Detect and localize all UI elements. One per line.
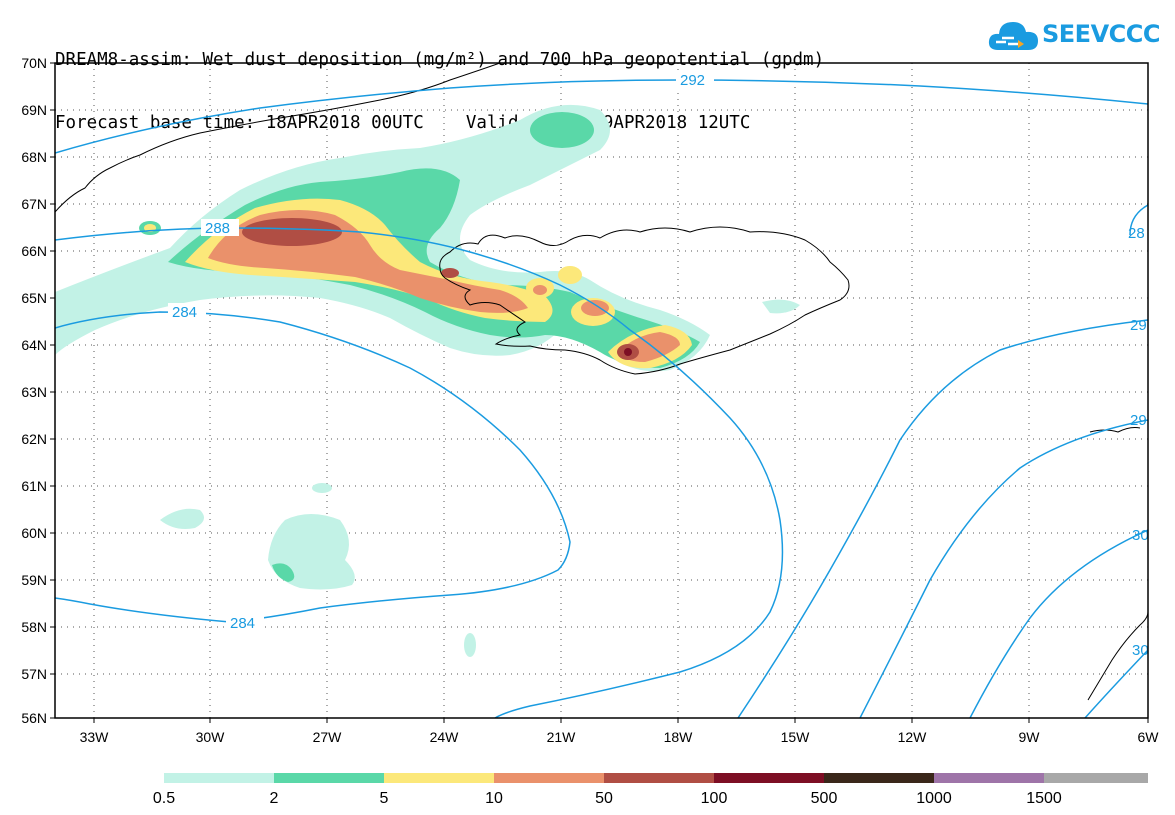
lat-label-64n: 64N [21, 337, 47, 353]
contour-labels: 292 288 284 284 28 29 29 30 30 [168, 71, 1149, 659]
contour-288 [55, 227, 784, 718]
dust-area-green-4 [272, 563, 295, 582]
contour-288-east [1129, 204, 1148, 236]
legend-label-50: 50 [595, 790, 613, 807]
lat-label-59n: 59N [21, 572, 47, 588]
lat-label-62n: 62N [21, 431, 47, 447]
contour-label-292: 292 [680, 72, 705, 89]
lat-label-61n: 61N [21, 478, 47, 494]
dust-area-lightest-3 [160, 508, 204, 529]
legend-label-5: 5 [380, 790, 389, 807]
lon-label-24w: 24W [430, 729, 460, 745]
contour-292-east [737, 319, 1148, 718]
dust-area-red-3 [441, 268, 459, 278]
lon-label-21w: 21W [547, 729, 577, 745]
lon-label-33w: 33W [80, 729, 110, 745]
legend-swatch-3 [384, 773, 494, 783]
coastlines [55, 63, 1148, 701]
contour-292 [55, 79, 1148, 154]
legend-label-10: 10 [485, 790, 503, 807]
legend-swatch-2 [274, 773, 384, 783]
legend-label-1500: 1500 [1026, 790, 1062, 807]
chart-title: DREAM8-assim: Wet dust deposition (mg/m²… [55, 8, 824, 155]
dust-area-yellow-6 [558, 266, 582, 284]
legend-swatch-5 [604, 773, 714, 783]
cloud-icon [988, 22, 1038, 50]
legend-swatch-8 [934, 773, 1044, 783]
contour-label-288: 288 [205, 220, 230, 237]
dust-area-orange-3 [581, 300, 609, 316]
contour-label-300-east: 30 [1132, 527, 1149, 544]
contour-296-east [859, 419, 1148, 718]
dust-area-red [242, 218, 342, 246]
legend-label-100: 100 [701, 790, 728, 807]
contour-304-east [1084, 649, 1148, 718]
contour-label-288-east: 28 [1128, 225, 1145, 242]
dust-area-darkred [624, 348, 632, 356]
contour-300-east [969, 529, 1148, 718]
lon-label-30w: 30W [196, 729, 226, 745]
dust-area-green-2 [530, 112, 594, 148]
dust-area-lightest-6 [464, 633, 476, 657]
contour-label-292-east: 29 [1130, 317, 1147, 334]
logo-text: SEEVCCC [1042, 20, 1161, 48]
legend-label-500: 500 [811, 790, 838, 807]
legend-swatch-1 [164, 773, 274, 783]
greenland-coast [55, 63, 501, 213]
lon-label-6w: 6W [1138, 729, 1160, 745]
lat-label-56n: 56N [21, 710, 47, 726]
dust-area-orange-4 [533, 285, 547, 295]
lon-label-9w: 9W [1019, 729, 1041, 745]
lat-label-60n: 60N [21, 525, 47, 541]
lon-label-18w: 18W [664, 729, 694, 745]
lat-label-70n: 70N [21, 55, 47, 71]
dust-area-lightest-5 [312, 483, 332, 493]
faroe-coast [1089, 427, 1141, 433]
lat-label-63n: 63N [21, 384, 47, 400]
scotland-coast [1087, 611, 1148, 701]
dust-area-lightest-4 [762, 299, 800, 314]
grid-lines [55, 63, 1148, 718]
axis-ticks [50, 62, 1149, 723]
contour-label-304-east: 30 [1132, 642, 1149, 659]
legend-swatch-4 [494, 773, 604, 783]
seevccc-logo: SEEVCCC [988, 14, 1161, 58]
map-frame [54, 62, 1149, 719]
lat-label-66n: 66N [21, 243, 47, 259]
legend-label-2: 2 [270, 790, 279, 807]
geopotential-contours [55, 79, 1148, 718]
iceland-coast [439, 226, 850, 375]
lat-label-57n: 57N [21, 666, 47, 682]
legend-swatch-7 [824, 773, 934, 783]
legend-swatch-6 [714, 773, 824, 783]
legend-swatch-9 [1044, 773, 1148, 783]
legend-label-0-5: 0.5 [153, 790, 175, 807]
lat-label-68n: 68N [21, 149, 47, 165]
legend-colorbar [164, 773, 1148, 783]
latitude-labels: 70N 69N 68N 67N 66N 65N 64N 63N 62N 61N … [21, 55, 47, 726]
lat-label-58n: 58N [21, 619, 47, 635]
contour-label-284-north: 284 [172, 304, 197, 321]
title-line-2: Forecast base time: 18APR2018 00UTC Vali… [55, 113, 751, 133]
longitude-labels: 33W 30W 27W 24W 21W 18W 15W 12W 9W 6W [80, 729, 1160, 745]
lat-label-69n: 69N [21, 102, 47, 118]
title-line-1: DREAM8-assim: Wet dust deposition (mg/m²… [55, 50, 825, 70]
lat-label-67n: 67N [21, 196, 47, 212]
lon-label-12w: 12W [898, 729, 928, 745]
legend-label-1000: 1000 [916, 790, 952, 807]
contour-label-296-east: 29 [1130, 412, 1147, 429]
contour-label-284-south: 284 [230, 615, 255, 632]
lon-label-15w: 15W [781, 729, 811, 745]
legend-labels: 0.5 2 5 10 50 100 500 1000 1500 [153, 790, 1062, 807]
lon-label-27w: 27W [313, 729, 343, 745]
dust-deposition-field [55, 104, 800, 657]
lat-label-65n: 65N [21, 290, 47, 306]
